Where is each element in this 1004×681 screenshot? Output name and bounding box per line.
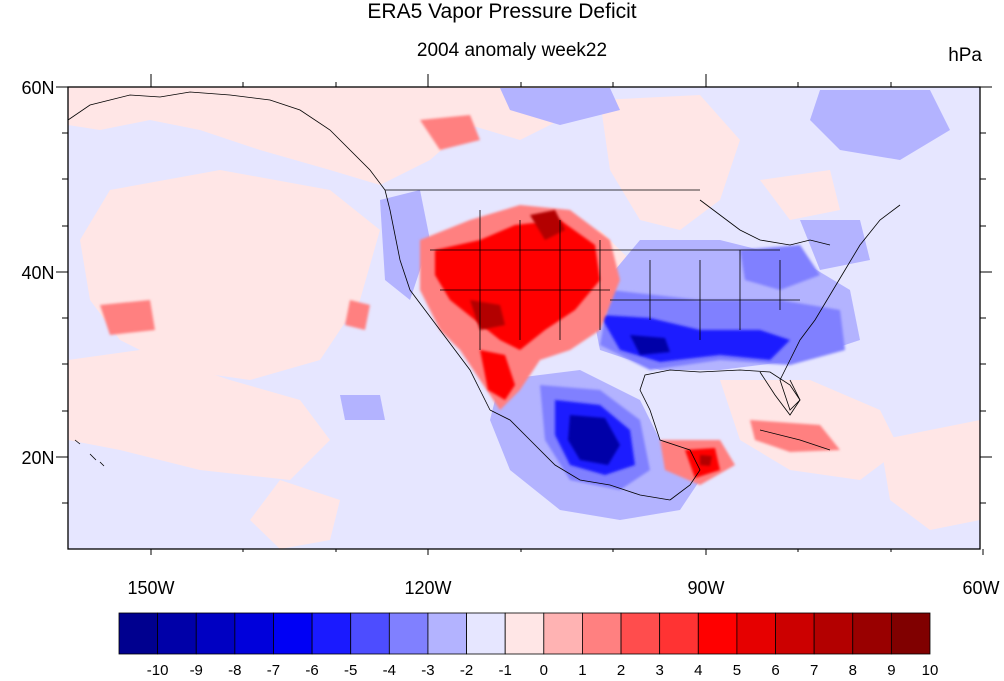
negative-extreme-regions xyxy=(568,335,670,465)
colorbar-swatch xyxy=(852,612,892,655)
longitude-labels: 150W 120W 90W 60W xyxy=(127,578,999,598)
colorbar-tick-label: -5 xyxy=(344,662,357,679)
colorbar-tick-label: -3 xyxy=(421,662,434,679)
colorbar-tick-label: 0 xyxy=(540,662,548,679)
colorbar-swatch xyxy=(775,612,815,655)
colorbar-tick-label: -9 xyxy=(190,662,203,679)
colorbar-tick-label: 5 xyxy=(733,662,741,679)
colorbar-tick-label: 4 xyxy=(694,662,702,679)
axis-ticks xyxy=(56,74,992,555)
colorbar-swatch xyxy=(350,612,390,655)
colorbar-tick-label: -8 xyxy=(228,662,241,679)
colorbar-swatch xyxy=(234,612,274,655)
colorbar-tick-label: 6 xyxy=(771,662,779,679)
colorbar-tick-label: 1 xyxy=(578,662,586,679)
colorbar-tick-label: -2 xyxy=(460,662,473,679)
anomaly-field xyxy=(68,87,980,549)
colorbar-tick-label: 3 xyxy=(655,662,663,679)
colorbar-swatch xyxy=(427,612,467,655)
colorbar-tick-label: 8 xyxy=(849,662,857,679)
colorbar-swatch xyxy=(582,612,622,655)
plot-subtitle: 2004 anomaly week22 xyxy=(416,40,608,61)
colorbar-tick-label: 9 xyxy=(887,662,895,679)
colorbar-tick-label: 2 xyxy=(617,662,625,679)
colorbar-swatch xyxy=(890,612,931,655)
colorbar-tick-label: -4 xyxy=(383,662,396,679)
colorbar-swatch xyxy=(311,612,352,655)
colorbar-tick-label: 10 xyxy=(922,662,939,679)
colorbar-swatch xyxy=(466,612,506,655)
positive-extreme-regions xyxy=(470,210,712,466)
colorbar-swatch xyxy=(659,612,699,655)
colorbar-swatch xyxy=(388,612,429,655)
lon-label-90w: 90W xyxy=(687,578,724,598)
plot-title: ERA5 Vapor Pressure Deficit xyxy=(367,0,637,23)
colorbar-swatch xyxy=(504,612,545,655)
colorbar-tick-label: -10 xyxy=(147,662,169,679)
colorbar-swatch xyxy=(543,612,583,655)
lon-label-60w: 60W xyxy=(962,578,999,598)
colorbar: -10 -9 -8 -7 -6 -5 -4 -3 -2 -1 0 1 2 3 4 5 6 7 8 9 10 xyxy=(118,612,939,679)
colorbar-swatch xyxy=(736,612,776,655)
colorbar-swatch xyxy=(620,612,661,655)
colorbar-tick-label: 7 xyxy=(810,662,818,679)
lat-label-40n: 40N xyxy=(21,263,54,283)
colorbar-tick-label: -7 xyxy=(267,662,280,679)
colorbar-tick-label: -1 xyxy=(499,662,512,679)
lat-label-20n: 20N xyxy=(21,448,54,468)
latitude-labels: 60N 40N 20N xyxy=(21,78,54,468)
lat-label-60n: 60N xyxy=(21,78,54,98)
coastlines xyxy=(68,91,901,501)
colorbar-tick-label: -6 xyxy=(305,662,318,679)
colorbar-swatch xyxy=(813,612,854,655)
colorbar-swatch xyxy=(273,612,313,655)
lon-label-150w: 150W xyxy=(127,578,174,598)
lon-label-120w: 120W xyxy=(404,578,451,598)
colorbar-swatch xyxy=(195,612,236,655)
colorbar-swatch xyxy=(697,612,738,655)
colorbar-swatch xyxy=(118,612,159,655)
units-label: hPa xyxy=(948,45,982,66)
colorbar-swatch xyxy=(157,612,197,655)
